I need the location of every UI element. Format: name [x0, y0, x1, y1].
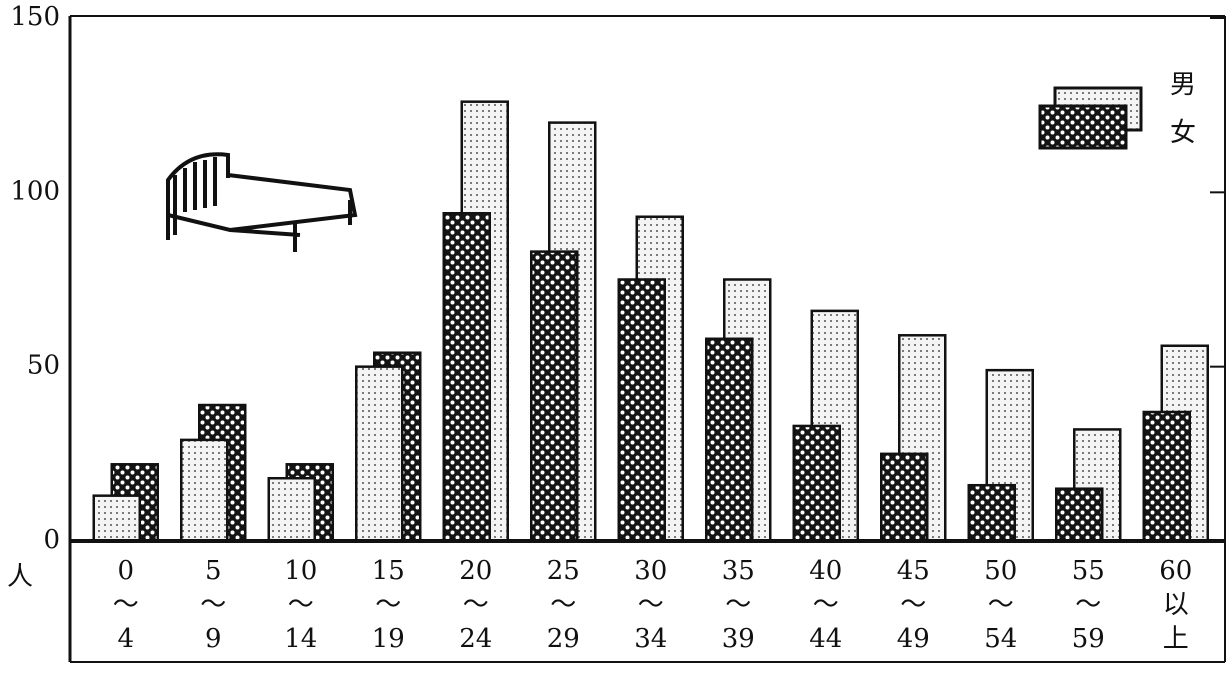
x-tick-label: 44: [809, 624, 842, 654]
legend-swatch: [1040, 106, 1126, 148]
x-tick-label: 24: [459, 624, 492, 654]
x-tick-label: 〜: [550, 590, 576, 620]
x-tick-label: 55: [1072, 556, 1105, 586]
x-tick-label: 34: [634, 624, 667, 654]
x-tick-label: 35: [722, 556, 755, 586]
bed-illustration: [168, 154, 355, 252]
x-tick-label: 〜: [725, 590, 751, 620]
bar: [619, 280, 665, 542]
x-tick-label: 45: [897, 556, 930, 586]
legend-label: 女: [1170, 118, 1196, 148]
x-tick-label: 以: [1163, 590, 1189, 620]
x-tick-label: 15: [372, 556, 405, 586]
y-tick-label: 150: [10, 2, 60, 32]
bar: [94, 496, 140, 541]
x-tick-label: 10: [284, 556, 317, 586]
x-tick-label: 〜: [375, 590, 401, 620]
y-tick-label: 50: [27, 351, 60, 381]
y-tick-label: 0: [43, 525, 60, 555]
x-tick-label: 〜: [638, 590, 664, 620]
bar: [531, 252, 577, 541]
x-tick-label: 4: [117, 624, 134, 654]
bar: [706, 339, 752, 541]
x-tick-label: 14: [284, 624, 317, 654]
x-tick-label: 〜: [900, 590, 926, 620]
x-tick-label: 9: [205, 624, 222, 654]
x-tick-label: 〜: [113, 590, 139, 620]
bar: [356, 367, 402, 541]
x-tick-label: 29: [547, 624, 580, 654]
x-tick-label: 25: [547, 556, 580, 586]
bar: [794, 426, 840, 541]
x-tick-label: 59: [1072, 624, 1105, 654]
x-tick-label: 0: [117, 556, 134, 586]
x-tick-label: 〜: [463, 590, 489, 620]
bar: [181, 440, 227, 541]
x-tick-label: 5: [205, 556, 222, 586]
x-tick-label: 30: [634, 556, 667, 586]
y-axis-label: 人: [7, 562, 33, 592]
bar: [444, 213, 490, 541]
bar: [1144, 412, 1190, 541]
x-tick-label: 60: [1159, 556, 1192, 586]
bar: [881, 454, 927, 541]
x-tick-label: 39: [722, 624, 755, 654]
x-tick-label: 〜: [200, 590, 226, 620]
x-tick-label: 50: [984, 556, 1017, 586]
x-tick-label: 〜: [1075, 590, 1101, 620]
x-tick-label: 40: [809, 556, 842, 586]
page: {"chart_data":{"type":"bar","y_label":"人…: [0, 0, 1229, 676]
x-tick-label: 49: [897, 624, 930, 654]
x-tick-label: 〜: [288, 590, 314, 620]
x-tick-label: 19: [372, 624, 405, 654]
legend-label: 男: [1170, 70, 1196, 100]
bar: [269, 478, 315, 541]
y-tick-label: 100: [10, 176, 60, 206]
x-tick-label: 〜: [988, 590, 1014, 620]
x-tick-label: 20: [459, 556, 492, 586]
chart: 男 女 人 0501001500〜45〜910〜1415〜1920〜2425〜2…: [0, 0, 1229, 672]
bar: [969, 485, 1015, 541]
x-tick-label: 上: [1163, 624, 1189, 654]
bar: [1056, 489, 1102, 541]
x-tick-label: 54: [984, 624, 1017, 654]
x-tick-label: 〜: [813, 590, 839, 620]
